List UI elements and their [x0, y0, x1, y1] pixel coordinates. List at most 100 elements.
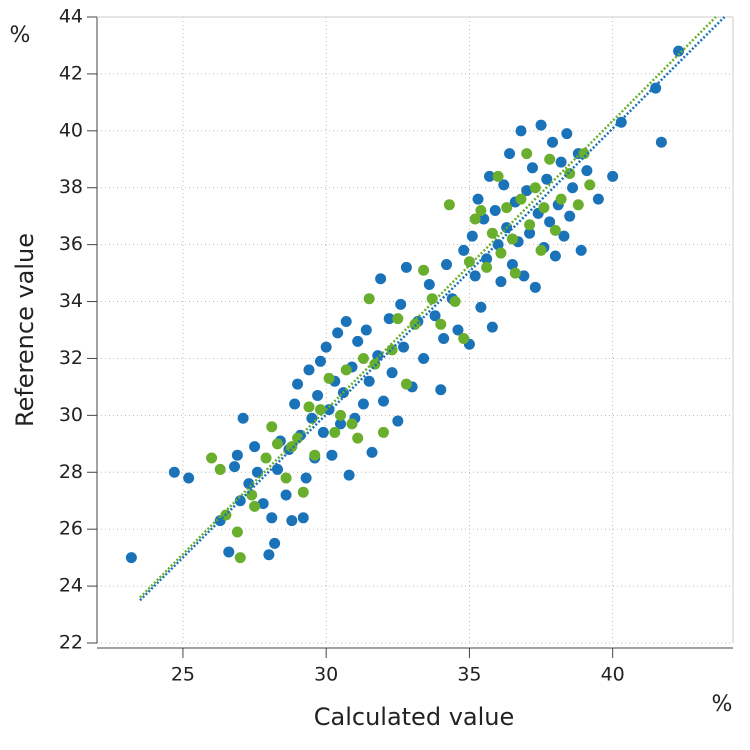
y-tick-label: 28 [59, 461, 83, 483]
point [329, 426, 341, 438]
point [229, 461, 241, 473]
y-tick-label: 34 [59, 290, 83, 312]
point [340, 364, 352, 376]
point [323, 372, 335, 384]
point [515, 193, 527, 205]
point [581, 165, 593, 177]
point [260, 452, 272, 464]
point [555, 193, 567, 205]
point [366, 446, 378, 458]
point [564, 168, 576, 179]
y-tick-label: 38 [59, 176, 83, 198]
point [386, 367, 398, 379]
point [483, 170, 495, 182]
point [297, 486, 309, 498]
point [292, 378, 304, 390]
y-tick-label: 24 [59, 575, 83, 597]
point [481, 261, 493, 273]
y-tick-label: 36 [59, 233, 83, 255]
point [521, 148, 533, 160]
point [435, 384, 447, 396]
point [475, 204, 487, 216]
point [506, 259, 518, 271]
point [206, 452, 218, 464]
point [289, 398, 301, 410]
x-tick-label: 30 [314, 664, 338, 686]
point [515, 125, 527, 137]
point [458, 244, 470, 256]
point [400, 261, 412, 273]
x-unit: % [712, 692, 733, 717]
point [314, 404, 326, 416]
x-tick-label: 35 [457, 664, 481, 686]
point [544, 153, 556, 165]
y-tick-label: 32 [59, 347, 83, 369]
point [332, 327, 344, 339]
point [214, 463, 226, 475]
point [486, 227, 498, 239]
point [317, 426, 329, 438]
point [335, 409, 347, 421]
point [377, 395, 389, 407]
point [509, 267, 521, 279]
point [607, 170, 619, 182]
point [443, 199, 455, 211]
point [312, 389, 324, 401]
point [547, 136, 559, 148]
point [237, 412, 249, 424]
point [257, 498, 269, 510]
point [504, 148, 516, 160]
point [655, 136, 667, 148]
point [489, 204, 501, 216]
point [183, 472, 195, 484]
point [297, 512, 309, 524]
point [395, 298, 407, 310]
y-tick-label: 30 [59, 404, 83, 426]
y-tick-label: 44 [59, 6, 83, 28]
point [303, 401, 315, 413]
point [398, 341, 410, 353]
point [561, 128, 573, 140]
point [481, 253, 493, 265]
y-tick-label: 22 [59, 632, 83, 654]
point [280, 472, 292, 484]
point [458, 333, 470, 345]
point [303, 364, 315, 376]
point [498, 179, 510, 191]
point [343, 469, 355, 481]
point [549, 250, 561, 262]
point [492, 170, 504, 182]
y-unit: % [10, 23, 31, 48]
point [441, 259, 453, 271]
point [234, 552, 246, 564]
point [168, 466, 180, 478]
point [435, 318, 447, 330]
point [323, 404, 335, 416]
point [125, 552, 137, 564]
point [495, 247, 507, 259]
point [524, 219, 536, 231]
point [526, 162, 538, 174]
point [266, 421, 278, 433]
point [231, 449, 243, 461]
point [518, 270, 530, 282]
point [357, 398, 369, 410]
point [592, 193, 604, 205]
point [372, 350, 384, 362]
point [357, 352, 369, 364]
point [449, 296, 461, 308]
point [549, 224, 561, 236]
point [251, 466, 263, 478]
point [535, 119, 547, 131]
point [541, 173, 553, 185]
point [418, 264, 430, 276]
point [564, 210, 576, 222]
point [400, 378, 412, 390]
y-axis-label: Reference value [11, 233, 39, 427]
point [392, 415, 404, 427]
point [469, 213, 481, 225]
point [360, 324, 372, 336]
x-tick-label: 40 [601, 664, 625, 686]
point [363, 293, 375, 305]
point [352, 335, 364, 347]
